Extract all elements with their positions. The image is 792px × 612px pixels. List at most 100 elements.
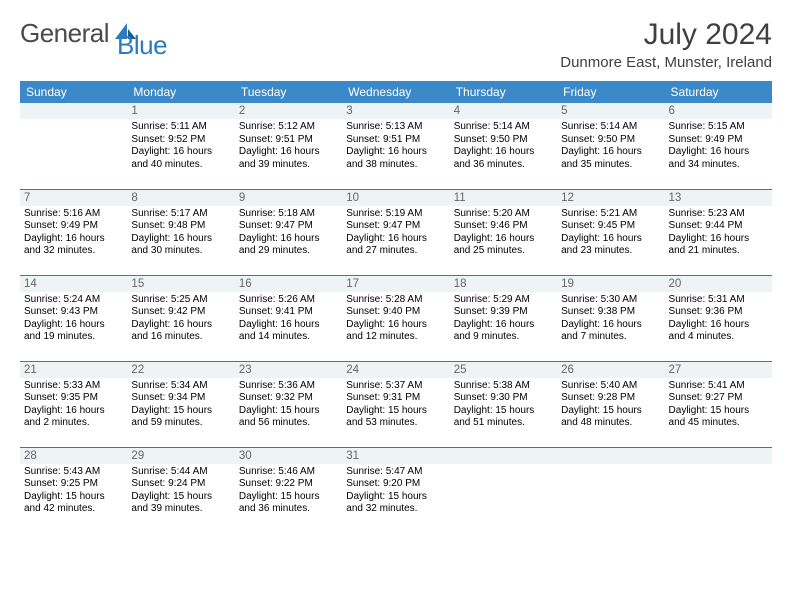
day-number: 23 (235, 362, 342, 378)
calendar-day-cell: 30Sunrise: 5:46 AMSunset: 9:22 PMDayligh… (235, 447, 342, 533)
calendar-day-cell (20, 103, 127, 189)
calendar-day-cell: 23Sunrise: 5:36 AMSunset: 9:32 PMDayligh… (235, 361, 342, 447)
day-number: 21 (20, 362, 127, 378)
sunset-line: Sunset: 9:30 PM (454, 392, 553, 405)
calendar-week-row: 7Sunrise: 5:16 AMSunset: 9:49 PMDaylight… (20, 189, 772, 275)
calendar-day-cell: 8 Sunrise: 5:17 AMSunset: 9:48 PMDaylight… (127, 189, 234, 275)
sunset-line: Sunset: 9:32 PM (239, 392, 338, 405)
header: General Blue July 2024 Dunmore East, Mun… (20, 18, 772, 71)
day-number: 2 (235, 103, 342, 119)
calendar-day-cell: 4Sunrise: 5:14 AMSunset: 9:50 PMDaylight… (450, 103, 557, 189)
day-number: 12 (557, 190, 664, 206)
sunset-line: Sunset: 9:35 PM (24, 392, 123, 405)
daylight-line: Daylight: 15 hours and 42 minutes. (24, 491, 123, 516)
logo: General Blue (20, 18, 189, 49)
calendar-week-row: 21 Sunrise: 5:33 AMSunset: 9:35 PM Dayligh… (20, 361, 772, 447)
sunset-line: Sunset: 9:50 PM (454, 134, 553, 147)
day-number-empty (557, 448, 664, 464)
sunrise-line: Sunrise: 5:24 AM (24, 294, 123, 307)
daylight-line: Daylight: 16 hours and 40 minutes. (131, 146, 230, 171)
day-number-empty (665, 448, 772, 464)
sunrise-line: Sunrise: 5:18 AM (239, 208, 338, 221)
day-number: 6 (665, 103, 772, 119)
daylight-line: Daylight: 15 hours and 53 minutes. (346, 405, 445, 430)
calendar-day-cell: 5Sunrise: 5:14 AMSunset: 9:50 PMDaylight… (557, 103, 664, 189)
sunrise-line: Sunrise: 5:17 AM (131, 208, 230, 221)
sunrise-line: Sunrise: 5:34 AM (131, 380, 230, 393)
weekday-header: Sunday (20, 81, 127, 103)
calendar-week-row: 1Sunrise: 5:11 AMSunset: 9:52 PMDaylight… (20, 103, 772, 189)
calendar-day-cell: 31Sunrise: 5:47 AMSunset: 9:20 PMDayligh… (342, 447, 449, 533)
calendar-day-cell: 3Sunrise: 5:13 AMSunset: 9:51 PMDaylight… (342, 103, 449, 189)
day-number: 28 (20, 448, 127, 464)
calendar-day-cell: 12Sunrise: 5:21 AMSunset: 9:45 PMDayligh… (557, 189, 664, 275)
sunrise-line: Sunrise: 5:46 AM (239, 466, 338, 479)
calendar-day-cell: 16Sunrise: 5:26 AMSunset: 9:41 PMDayligh… (235, 275, 342, 361)
sunset-line: Sunset: 9:36 PM (669, 306, 768, 319)
calendar-day-cell: 7Sunrise: 5:16 AMSunset: 9:49 PMDaylight… (20, 189, 127, 275)
sunset-line: Sunset: 9:50 PM (561, 134, 660, 147)
sunrise-line: Sunrise: 5:33 AM (24, 380, 123, 393)
calendar-day-cell: 2Sunrise: 5:12 AMSunset: 9:51 PMDaylight… (235, 103, 342, 189)
day-number: 27 (665, 362, 772, 378)
sunset-line: Sunset: 9:51 PM (239, 134, 338, 147)
day-number: 13 (665, 190, 772, 206)
sunrise-line: Sunrise: 5:12 AM (239, 121, 338, 134)
daylight-line: Daylight: 16 hours and 30 minutes. (131, 233, 230, 258)
daylight-line: Daylight: 16 hours and 21 minutes. (669, 233, 768, 258)
calendar-day-cell: 14Sunrise: 5:24 AMSunset: 9:43 PMDayligh… (20, 275, 127, 361)
weekday-header: Thursday (450, 81, 557, 103)
logo-text-general: General (20, 18, 109, 49)
sunrise-line: Sunrise: 5:47 AM (346, 466, 445, 479)
weekday-header: Wednesday (342, 81, 449, 103)
sunset-line: Sunset: 9:45 PM (561, 220, 660, 233)
day-number: 1 (127, 103, 234, 119)
daylight-line: Daylight: 16 hours and 38 minutes. (346, 146, 445, 171)
daylight-line: Daylight: 16 hours and 19 minutes. (24, 319, 123, 344)
calendar-day-cell (450, 447, 557, 533)
weekday-header: Tuesday (235, 81, 342, 103)
sunset-line: Sunset: 9:47 PM (346, 220, 445, 233)
day-number-empty (450, 448, 557, 464)
sunset-line: Sunset: 9:41 PM (239, 306, 338, 319)
sunrise-line: Sunrise: 5:44 AM (131, 466, 230, 479)
day-number: 24 (342, 362, 449, 378)
day-number: 26 (557, 362, 664, 378)
sunset-line: Sunset: 9:51 PM (346, 134, 445, 147)
sunset-line: Sunset: 9:20 PM (346, 478, 445, 491)
calendar-day-cell: 29Sunrise: 5:44 AMSunset: 9:24 PMDayligh… (127, 447, 234, 533)
day-number: 19 (557, 276, 664, 292)
sunrise-line: Sunrise: 5:43 AM (24, 466, 123, 479)
sunrise-line: Sunrise: 5:29 AM (454, 294, 553, 307)
sunrise-line: Sunrise: 5:31 AM (669, 294, 768, 307)
sunrise-line: Sunrise: 5:30 AM (561, 294, 660, 307)
daylight-line: Daylight: 16 hours and 25 minutes. (454, 233, 553, 258)
day-number: 9 (235, 190, 342, 206)
day-number: 8 (127, 190, 234, 206)
daylight-line: Daylight: 16 hours and 9 minutes. (454, 319, 553, 344)
calendar-day-cell: 20Sunrise: 5:31 AMSunset: 9:36 PMDayligh… (665, 275, 772, 361)
daylight-line: Daylight: 16 hours and 4 minutes. (669, 319, 768, 344)
sunset-line: Sunset: 9:49 PM (24, 220, 123, 233)
sunset-line: Sunset: 9:39 PM (454, 306, 553, 319)
sunrise-line: Sunrise: 5:20 AM (454, 208, 553, 221)
weekday-header: Saturday (665, 81, 772, 103)
daylight-line: Daylight: 15 hours and 45 minutes. (669, 405, 768, 430)
sunrise-line: Sunrise: 5:28 AM (346, 294, 445, 307)
location-label: Dunmore East, Munster, Ireland (560, 54, 772, 71)
weekday-header: Monday (127, 81, 234, 103)
sunrise-line: Sunrise: 5:23 AM (669, 208, 768, 221)
day-number: 29 (127, 448, 234, 464)
day-number: 10 (342, 190, 449, 206)
calendar-week-row: 28Sunrise: 5:43 AMSunset: 9:25 PMDayligh… (20, 447, 772, 533)
daylight-line: Daylight: 15 hours and 59 minutes. (131, 405, 230, 430)
sunset-line: Sunset: 9:40 PM (346, 306, 445, 319)
sunrise-line: Sunrise: 5:13 AM (346, 121, 445, 134)
day-number: 22 (127, 362, 234, 378)
calendar-day-cell: 27Sunrise: 5:41 AMSunset: 9:27 PMDayligh… (665, 361, 772, 447)
weekday-header: Friday (557, 81, 664, 103)
calendar-table: SundayMondayTuesdayWednesdayThursdayFrid… (20, 81, 772, 533)
sunrise-line: Sunrise: 5:14 AM (454, 121, 553, 134)
sunset-line: Sunset: 9:27 PM (669, 392, 768, 405)
sunset-line: Sunset: 9:48 PM (131, 220, 230, 233)
